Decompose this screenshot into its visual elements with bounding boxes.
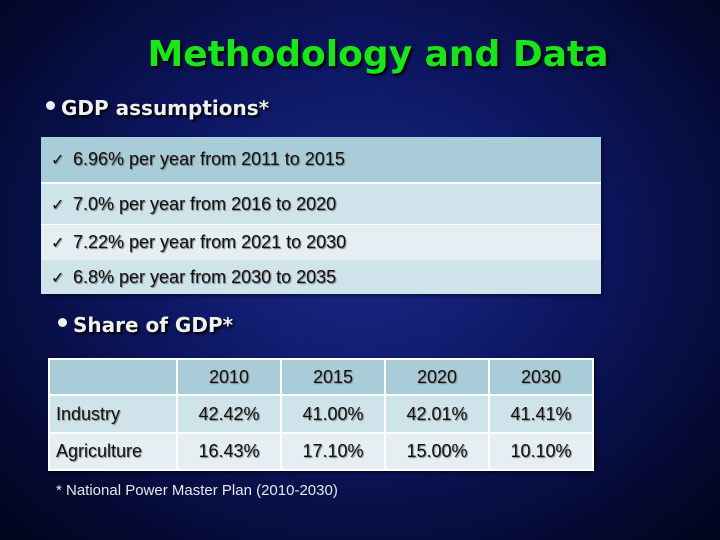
table-cell: 42.42% bbox=[176, 394, 282, 434]
list-item: ✓ 7.0% per year from 2016 to 2020 bbox=[41, 184, 601, 225]
row-label: Industry bbox=[48, 394, 178, 434]
gdp-heading-text: GDP assumptions* bbox=[61, 96, 270, 120]
table-row: Industry 42.42% 41.00% 42.01% 41.41% bbox=[48, 394, 594, 434]
table-row: Agriculture 16.43% 17.10% 15.00% 10.10% bbox=[48, 432, 594, 471]
list-item-text: 6.96% per year from 2011 to 2015 bbox=[73, 149, 345, 169]
row-label: Agriculture bbox=[48, 432, 178, 471]
checkmark-icon: ✓ bbox=[51, 194, 65, 214]
table-cell: 41.41% bbox=[488, 394, 594, 434]
column-header: 2010 bbox=[176, 358, 282, 396]
checkmark-icon: ✓ bbox=[51, 267, 65, 287]
share-of-gdp-table: 2010 2015 2020 2030 Industry 42.42% 41.0… bbox=[48, 358, 594, 471]
checkmark-icon: ✓ bbox=[51, 233, 65, 252]
bullet-icon bbox=[58, 318, 67, 327]
list-item: ✓ 7.22% per year from 2021 to 2030 bbox=[41, 225, 601, 260]
share-heading-text: Share of GDP* bbox=[73, 313, 234, 337]
checkmark-icon: ✓ bbox=[51, 150, 65, 169]
table-cell: 17.10% bbox=[280, 432, 386, 471]
gdp-assumptions-list: ✓ 6.96% per year from 2011 to 2015 ✓ 7.0… bbox=[41, 137, 601, 294]
list-item: ✓ 6.96% per year from 2011 to 2015 bbox=[41, 137, 601, 184]
column-header: 2030 bbox=[488, 358, 594, 396]
table-header-row: 2010 2015 2020 2030 bbox=[48, 358, 594, 396]
slide-title: Methodology and Data bbox=[147, 34, 609, 75]
table-cell: 42.01% bbox=[384, 394, 490, 434]
footnote: * National Power Master Plan (2010-2030) bbox=[56, 482, 338, 499]
list-item-text: 7.22% per year from 2021 to 2030 bbox=[73, 232, 347, 252]
list-item-text: 7.0% per year from 2016 to 2020 bbox=[73, 193, 337, 214]
column-header: 2015 bbox=[280, 358, 386, 396]
table-cell: 16.43% bbox=[176, 432, 282, 471]
column-header: 2020 bbox=[384, 358, 490, 396]
list-item-text: 6.8% per year from 2030 to 2035 bbox=[73, 266, 337, 287]
list-item: ✓ 6.8% per year from 2030 to 2035 bbox=[41, 260, 601, 294]
table-corner-cell bbox=[48, 358, 178, 396]
bullet-icon bbox=[46, 101, 55, 110]
table-cell: 41.00% bbox=[280, 394, 386, 434]
table-cell: 10.10% bbox=[488, 432, 594, 471]
gdp-assumptions-heading: GDP assumptions* bbox=[46, 96, 269, 120]
share-of-gdp-heading: Share of GDP* bbox=[58, 313, 233, 337]
table-cell: 15.00% bbox=[384, 432, 490, 471]
